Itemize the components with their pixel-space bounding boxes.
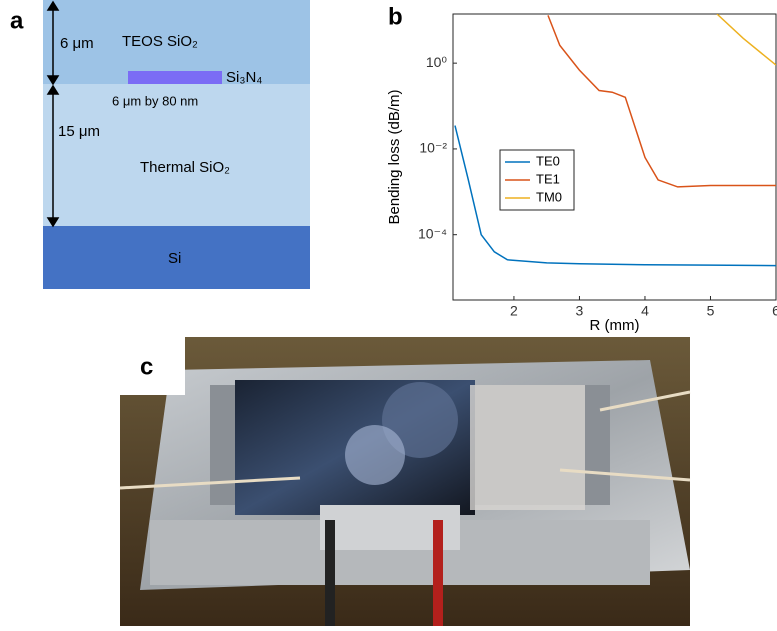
thickness-arrows — [46, 0, 60, 228]
core-size-label: 6 μm by 80 nm — [112, 93, 198, 108]
x-tick-label: 4 — [641, 303, 649, 319]
core-label: Si₃N₄ — [226, 69, 262, 86]
panel-label: a — [10, 7, 24, 34]
x-tick-label: 5 — [707, 303, 715, 319]
photo — [119, 337, 691, 626]
x-axis-label: R (mm) — [590, 317, 640, 334]
layer-label: Thermal SiO₂ — [140, 159, 230, 176]
layer-label: Si — [168, 250, 181, 267]
thermal-layer — [43, 84, 310, 226]
x-tick-label: 3 — [576, 303, 584, 319]
legend-label: TE1 — [536, 171, 560, 186]
si-substrate — [43, 226, 310, 289]
y-axis-label: Bending loss (dB/m) — [386, 89, 403, 224]
legend-label: TE0 — [536, 153, 560, 168]
thickness-label: 15 μm — [58, 123, 100, 140]
loss-line — [454, 125, 776, 267]
x-tick-label: 2 — [510, 303, 518, 319]
layer-stack — [43, 0, 310, 289]
waveguide-core — [128, 71, 222, 84]
thickness-label: 6 μm — [60, 35, 94, 52]
y-tick-label: 10⁻⁴ — [418, 225, 447, 241]
loss-chart: 2 3 4 5 6 10⁻⁴ 10⁻² 10⁰ R (mm) Bending loss (dB/m… — [386, 13, 777, 334]
loss-line — [547, 15, 776, 188]
legend-label: TM0 — [536, 189, 562, 204]
teos-layer — [43, 0, 310, 84]
panel-label: c — [140, 353, 153, 380]
y-tick-label: 10⁻² — [419, 140, 447, 156]
layer-label: TEOS SiO₂ — [122, 33, 198, 50]
x-tick-label: 6 — [772, 303, 777, 319]
y-tick-label: 10⁰ — [426, 54, 448, 70]
panel-label: b — [388, 3, 403, 30]
loss-line — [716, 14, 776, 66]
